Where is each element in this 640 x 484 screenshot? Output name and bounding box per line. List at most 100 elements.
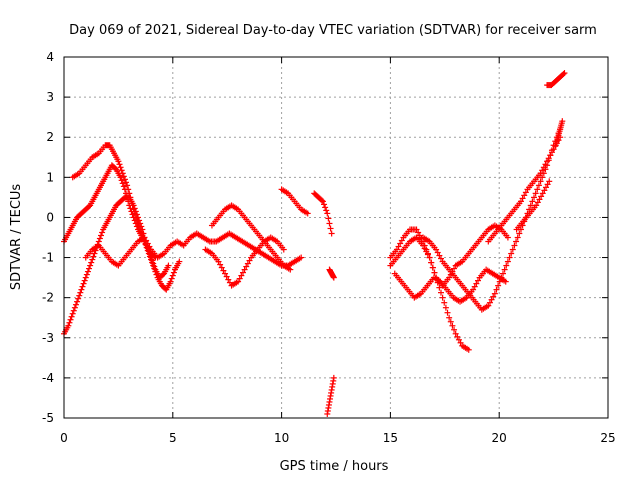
series-track-k: [387, 234, 472, 353]
data-point: [146, 243, 153, 250]
data-point: [561, 70, 568, 77]
data-point: [226, 279, 233, 286]
data-point: [118, 177, 125, 184]
y-axis-title: SDTVAR / TECUs: [9, 184, 24, 291]
data-point: [535, 182, 542, 189]
data-point: [547, 152, 554, 159]
data-point: [217, 261, 224, 268]
series-track-q: [544, 70, 568, 89]
data-point: [451, 265, 458, 272]
data-point: [424, 250, 431, 257]
data-point: [116, 161, 123, 168]
y-tick-label: 0: [46, 210, 54, 224]
data-point: [65, 322, 72, 329]
data-point: [83, 271, 90, 278]
data-point: [446, 314, 453, 321]
data-point: [503, 262, 510, 269]
data-point: [544, 181, 551, 188]
y-tick-label: 2: [46, 130, 54, 144]
data-point: [74, 298, 81, 305]
data-point: [441, 299, 448, 306]
data-point: [429, 264, 436, 271]
data-point: [437, 289, 444, 296]
x-tick-label: 25: [600, 431, 615, 445]
data-point: [548, 149, 555, 156]
data-point: [220, 267, 227, 274]
data-point: [452, 330, 459, 337]
data-point: [434, 249, 441, 256]
data-point: [421, 242, 428, 249]
data-point: [117, 164, 124, 171]
y-tick-label: 4: [46, 50, 54, 64]
data-point: [149, 257, 156, 264]
data-point: [451, 326, 458, 333]
data-point: [150, 260, 157, 267]
data-point: [455, 336, 462, 343]
data-point: [239, 269, 246, 276]
data-point: [485, 302, 492, 309]
data-point: [96, 235, 103, 242]
data-point: [67, 316, 74, 323]
plot-frame: [63, 56, 609, 419]
data-point: [318, 197, 325, 204]
data-point: [97, 232, 104, 239]
data-point: [91, 250, 98, 257]
data-point: [511, 242, 518, 249]
data-point: [89, 256, 96, 263]
data-point: [90, 253, 97, 260]
data-point: [119, 180, 126, 187]
data-point: [120, 173, 127, 180]
data-point: [321, 201, 328, 208]
data-point: [160, 271, 167, 278]
data-point: [144, 240, 151, 247]
data-point: [541, 187, 548, 194]
data-point: [280, 246, 287, 253]
tick-layer: 0 5 10 15 20 25 -5 -4 -3 -2 -1 0 1 2 3 4: [42, 50, 616, 445]
data-point: [66, 319, 73, 326]
data-point: [71, 304, 78, 311]
data-point: [139, 226, 146, 233]
y-tick-label: -1: [42, 251, 54, 265]
series-track-g: [278, 186, 311, 217]
data-point: [88, 259, 95, 266]
data-point: [436, 284, 443, 291]
data-point: [118, 167, 125, 174]
data-point: [243, 263, 250, 270]
data-point: [131, 205, 138, 212]
data-point: [504, 234, 511, 241]
data-point: [246, 257, 253, 264]
data-point: [327, 225, 334, 232]
data-point: [324, 210, 331, 217]
data-point: [470, 286, 477, 293]
series-track-i: [326, 266, 337, 281]
series-track-e: [208, 202, 294, 273]
series-track-r: [552, 118, 566, 149]
data-point: [500, 270, 507, 277]
data-point: [170, 269, 177, 276]
y-tick-label: -4: [42, 371, 54, 385]
data-point: [546, 178, 553, 185]
data-point: [130, 202, 137, 209]
data-point: [502, 278, 509, 285]
data-point: [77, 289, 84, 296]
data-point: [218, 264, 225, 271]
data-point: [326, 220, 333, 227]
data-point: [69, 310, 76, 317]
data-point: [560, 71, 567, 78]
data-point: [534, 199, 541, 206]
data-point: [143, 237, 150, 244]
data-point: [493, 286, 500, 293]
y-tick-label: 3: [46, 90, 54, 104]
data-point: [516, 230, 523, 237]
data-point: [319, 198, 326, 205]
data-point: [225, 276, 232, 283]
data-point: [442, 304, 449, 311]
data-point: [86, 203, 93, 210]
data-point: [495, 282, 502, 289]
series-track-l: [387, 222, 511, 289]
data-point: [539, 167, 546, 174]
data-point: [393, 246, 400, 253]
data-point: [140, 230, 147, 237]
data-point: [413, 226, 420, 233]
data-point: [537, 178, 544, 185]
